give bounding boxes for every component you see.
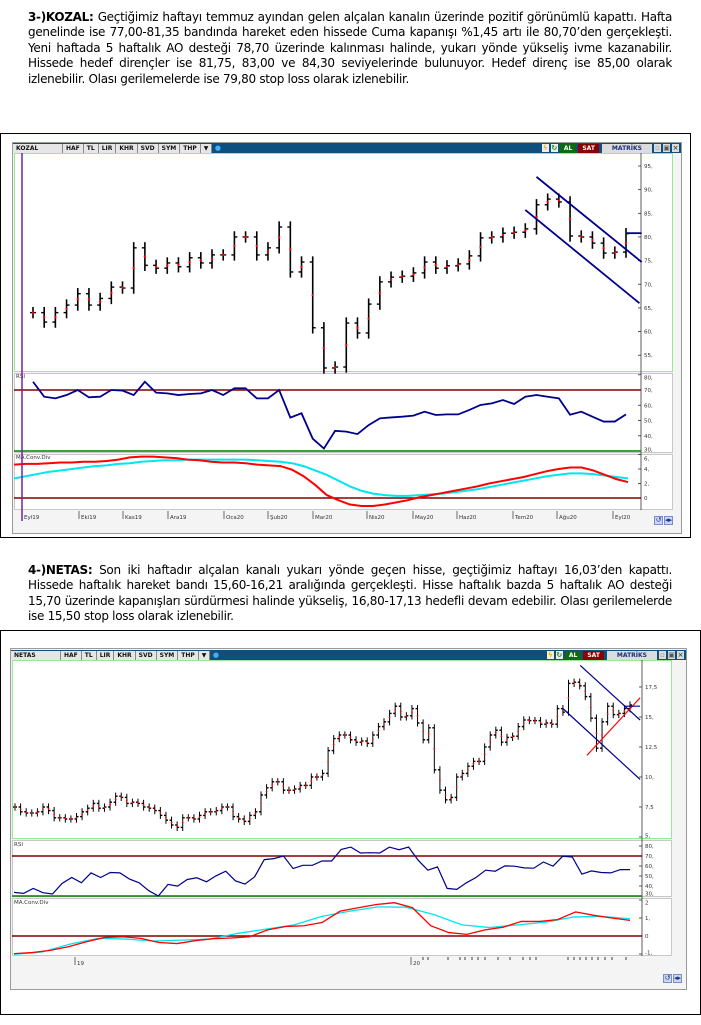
macd-label: MA.Conv.Div <box>16 455 51 461</box>
section-title: 3-)KOZAL: <box>28 10 94 24</box>
svd-button[interactable]: SVD <box>137 143 159 153</box>
khr-button[interactable]: KHR <box>116 143 138 153</box>
macd-pane[interactable] <box>12 898 672 956</box>
sell-button[interactable]: SAT <box>583 650 604 660</box>
rsi-label: RSI <box>16 374 25 380</box>
refresh-icon[interactable]: ↻ <box>555 651 563 659</box>
sell-button[interactable]: SAT <box>578 143 599 153</box>
buy-button[interactable]: AL <box>564 650 582 660</box>
khr-button[interactable]: KHR <box>114 650 136 660</box>
maximize-icon[interactable]: ▣ <box>668 651 675 659</box>
currency-button[interactable]: TL <box>81 650 97 660</box>
chart-sync-icon[interactable]: ↺ <box>654 516 663 525</box>
buy-button[interactable]: AL <box>559 143 577 153</box>
sym-button[interactable]: SYM <box>156 650 179 660</box>
lightning-icon[interactable]: ϟ <box>541 144 549 152</box>
analysis-paragraph-netas: 4-)NETAS: Son iki haftadır alçalan kanal… <box>28 563 672 625</box>
rsi-pane[interactable] <box>12 840 672 897</box>
chart-toolbar: NETAS HAF TL LIR KHR SVD SYM THP ▼ ● ϟ ↻… <box>11 650 686 660</box>
scroll-arrows-icon[interactable]: ◂▸ <box>664 516 673 525</box>
chart-sync-icon[interactable]: ↺ <box>663 974 672 983</box>
rsi-pane[interactable] <box>14 373 673 453</box>
symbol-selector[interactable]: KOZAL <box>13 143 63 153</box>
price-pane[interactable] <box>14 153 673 372</box>
svd-button[interactable]: SVD <box>135 650 157 660</box>
section-body: Son iki haftadır alçalan kanalı yukarı y… <box>28 563 672 624</box>
currency-button[interactable]: TL <box>83 143 99 153</box>
lin-button[interactable]: LIR <box>98 143 117 153</box>
dropdown-icon[interactable]: ▼ <box>198 650 211 660</box>
macd-pane[interactable] <box>14 454 673 510</box>
brand-button[interactable]: MATRİKS <box>601 143 652 153</box>
price-pane[interactable] <box>12 660 672 839</box>
brand-button[interactable]: MATRİKS <box>606 650 657 660</box>
close-icon[interactable]: × <box>677 651 684 659</box>
minimize-icon[interactable]: ▫ <box>659 651 666 659</box>
twitter-icon[interactable]: ● <box>214 144 221 152</box>
chart-frame-kozal <box>0 133 691 538</box>
section-body: Geçtiğimiz haftayı temmuz ayından gelen … <box>28 10 673 86</box>
minimize-icon[interactable]: ▫ <box>654 144 661 152</box>
maximize-icon[interactable]: ▣ <box>663 144 670 152</box>
period-button[interactable]: HAF <box>63 143 84 153</box>
section-title: 4-)NETAS: <box>28 563 93 577</box>
period-button[interactable]: HAF <box>61 650 82 660</box>
symbol-selector[interactable]: NETAS <box>11 650 61 660</box>
close-icon[interactable]: × <box>672 144 679 152</box>
sym-button[interactable]: SYM <box>158 143 181 153</box>
lightning-icon[interactable]: ϟ <box>546 651 554 659</box>
dropdown-icon[interactable]: ▼ <box>200 143 213 153</box>
chart-toolbar: KOZAL HAF TL LIR KHR SVD SYM THP ▼ ● ϟ ↻… <box>13 143 681 153</box>
twitter-icon[interactable]: ● <box>212 651 219 659</box>
thp-button[interactable]: THP <box>180 143 201 153</box>
rsi-label: RSI <box>14 842 23 848</box>
lin-button[interactable]: LIR <box>96 650 115 660</box>
analysis-paragraph-kozal: 3-)KOZAL: Geçtiğimiz haftayı temmuz ayın… <box>28 10 672 87</box>
scroll-arrows-icon[interactable]: ◂▸ <box>673 974 682 983</box>
thp-button[interactable]: THP <box>178 650 199 660</box>
macd-label: MA.Conv.Div <box>14 900 49 906</box>
refresh-icon[interactable]: ↻ <box>550 144 558 152</box>
